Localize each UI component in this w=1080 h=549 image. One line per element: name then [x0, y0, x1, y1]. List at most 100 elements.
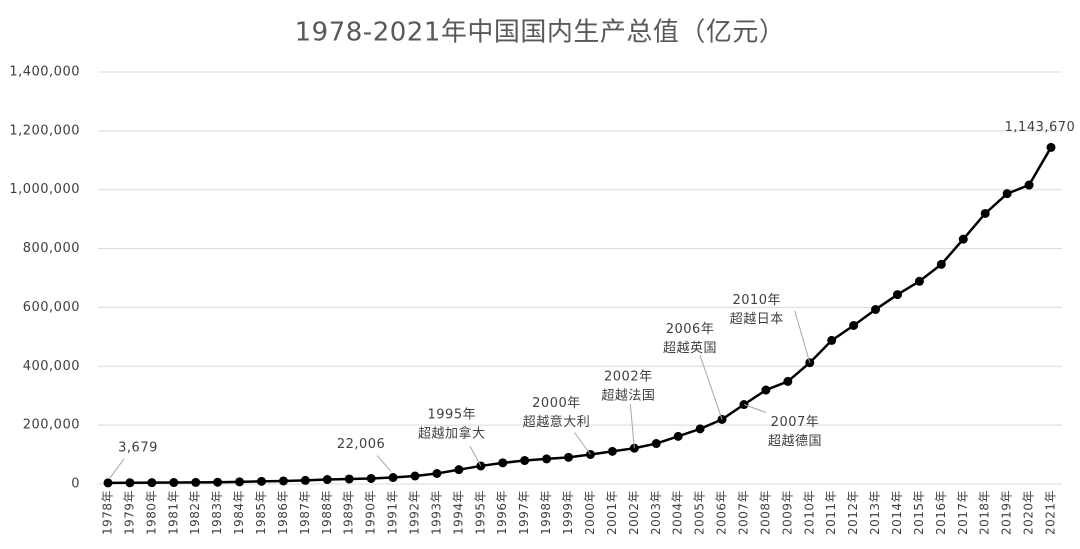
- x-tick-label: 2007年: [736, 490, 750, 535]
- leader-line: [574, 432, 591, 455]
- data-point: [1024, 180, 1034, 190]
- x-tick-label: 2018年: [978, 490, 992, 535]
- x-tick-label: 2002年: [627, 490, 641, 535]
- data-point: [783, 376, 793, 386]
- x-tick-label: 2011年: [824, 490, 838, 535]
- annotation: 1995年: [428, 407, 477, 422]
- data-point: [388, 473, 398, 483]
- x-tick-label: 1997年: [517, 490, 531, 535]
- x-tick-label: 1990年: [364, 490, 378, 535]
- data-point: [827, 335, 837, 345]
- chart-title: 1978-2021年中国国内生产总值（亿元）: [295, 18, 786, 48]
- leader-line: [794, 310, 811, 363]
- leader-line: [743, 404, 767, 413]
- x-tick-label: 2009年: [780, 490, 794, 535]
- y-tick-label: 1,000,000: [9, 182, 80, 197]
- data-point: [607, 446, 617, 456]
- data-point: [695, 424, 705, 434]
- data-point: [235, 477, 245, 487]
- x-tick-label: 2005年: [693, 490, 707, 535]
- data-point: [980, 208, 990, 218]
- x-tick-label: 2014年: [890, 490, 904, 535]
- x-tick-label: 1981年: [166, 490, 180, 535]
- data-point: [300, 475, 310, 485]
- x-tick-label: 2013年: [868, 490, 882, 535]
- x-tick-label: 1999年: [561, 490, 575, 535]
- annotation: 2007年: [771, 415, 820, 430]
- x-tick-label: 1979年: [122, 490, 136, 535]
- data-point: [673, 431, 683, 441]
- x-tick-label: 1994年: [451, 490, 465, 535]
- x-tick-label: 1986年: [276, 490, 290, 535]
- x-tick-label: 1983年: [210, 490, 224, 535]
- line-series: [107, 146, 1053, 485]
- x-tick-label: 1978年: [101, 490, 115, 535]
- leader-line: [699, 355, 723, 420]
- x-tick-label: 2001年: [605, 490, 619, 535]
- x-tick-label: 1995年: [473, 490, 487, 535]
- data-point: [761, 385, 771, 395]
- x-tick-label: 2006年: [715, 490, 729, 535]
- annotation: 超越意大利: [523, 414, 591, 430]
- annotation: 超越英国: [663, 341, 717, 356]
- x-tick-label: 2019年: [1000, 490, 1014, 535]
- x-tick-label: 2010年: [802, 490, 816, 535]
- data-point: [892, 290, 902, 300]
- data-point: [432, 469, 442, 479]
- data-point: [213, 477, 223, 487]
- y-tick-label: 1,200,000: [9, 123, 80, 138]
- data-point: [322, 475, 332, 485]
- x-tick-label: 1980年: [144, 490, 158, 535]
- x-tick-label: 1989年: [342, 490, 356, 535]
- x-tick-label: 2015年: [912, 490, 926, 535]
- x-tick-label: 1998年: [539, 490, 553, 535]
- data-point: [410, 471, 420, 481]
- x-tick-label: 1992年: [408, 490, 422, 535]
- annotation: 超越加拿大: [418, 425, 486, 441]
- data-point: [542, 454, 552, 464]
- x-tick-label: 2000年: [583, 490, 597, 535]
- y-tick-label: 600,000: [23, 300, 80, 315]
- x-tick-label: 2012年: [846, 490, 860, 535]
- x-tick-label: 2021年: [1044, 490, 1058, 535]
- data-point: [520, 456, 530, 466]
- x-tick-label: 1984年: [232, 490, 246, 535]
- data-point: [191, 477, 201, 487]
- annotation: 超越德国: [768, 434, 822, 449]
- data-label: 22,006: [337, 437, 386, 452]
- data-point: [278, 476, 288, 486]
- data-point: [169, 478, 179, 488]
- y-tick-label: 800,000: [23, 241, 80, 256]
- data-point: [257, 476, 267, 486]
- data-point: [1002, 189, 1012, 199]
- leader-line: [109, 458, 125, 479]
- data-point: [1046, 142, 1056, 152]
- annotation: 超越法国: [601, 389, 655, 404]
- data-label: 1,143,670: [1005, 120, 1076, 135]
- data-point: [958, 234, 968, 244]
- x-tick-label: 1993年: [429, 490, 443, 535]
- data-point: [498, 458, 508, 468]
- data-point: [103, 478, 113, 488]
- x-tick-label: 1988年: [320, 490, 334, 535]
- data-point: [914, 276, 924, 286]
- y-tick-label: 1,400,000: [9, 65, 80, 80]
- x-tick-label: 2008年: [758, 490, 772, 535]
- data-point: [366, 473, 376, 483]
- annotation: 2006年: [666, 322, 715, 337]
- data-label: 3,679: [118, 440, 158, 455]
- x-tick-label: 2016年: [934, 490, 948, 535]
- data-point: [147, 478, 157, 488]
- annotation: 2010年: [732, 293, 781, 308]
- x-tick-label: 2020年: [1022, 490, 1036, 535]
- y-tick-label: 0: [71, 477, 80, 492]
- data-point: [454, 465, 464, 475]
- annotation: 超越日本: [730, 312, 784, 327]
- leader-line: [629, 404, 635, 449]
- data-point: [871, 304, 881, 314]
- y-tick-label: 400,000: [23, 359, 80, 374]
- data-point: [125, 478, 135, 488]
- data-point: [651, 439, 661, 449]
- x-tick-label: 1996年: [495, 490, 509, 535]
